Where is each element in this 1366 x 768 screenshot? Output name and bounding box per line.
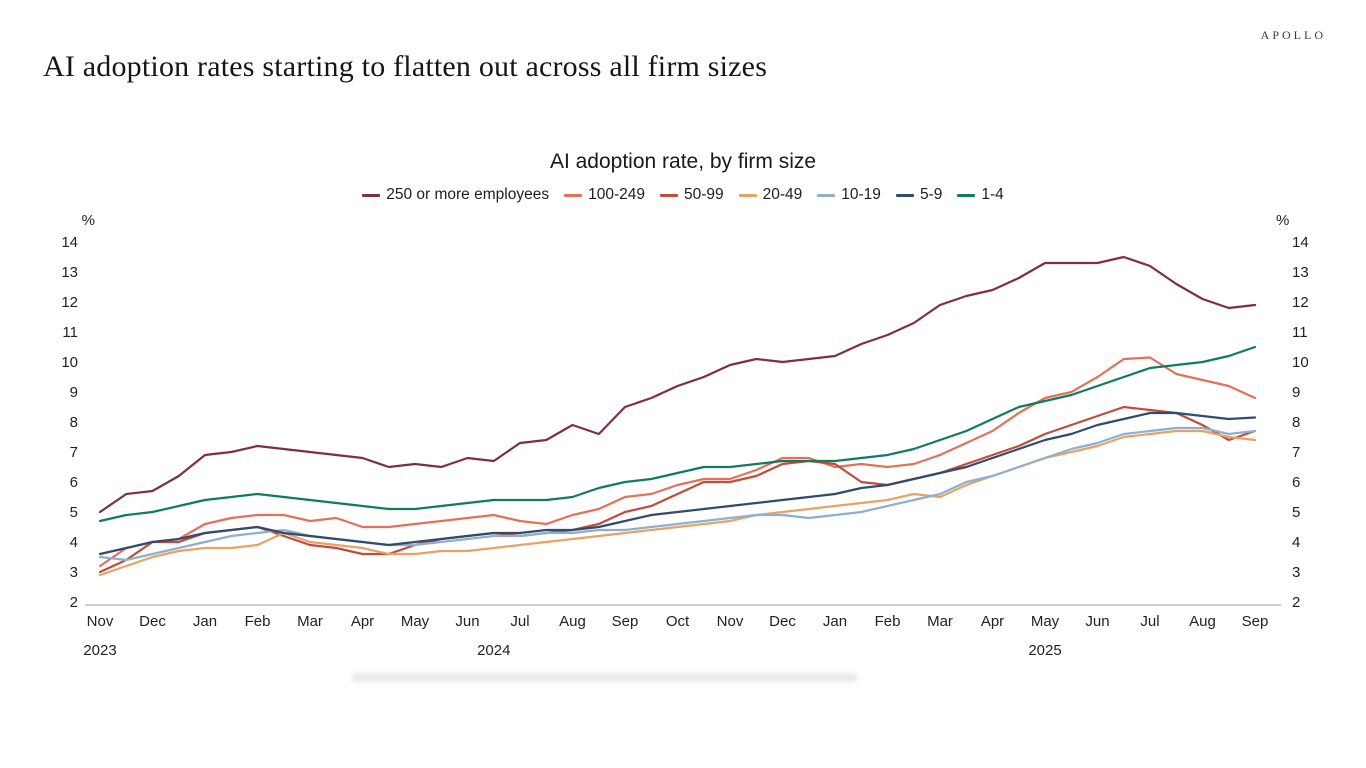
x-tick-month: Mar <box>297 613 323 630</box>
y-tick-left: 12 <box>61 294 78 311</box>
series-line-50-99 <box>98 405 1257 574</box>
legend-item: 250 or more employees <box>362 186 549 204</box>
y-tick-right: 11 <box>1292 324 1308 341</box>
y-tick-right: 2 <box>1292 594 1300 611</box>
series-line-20-49 <box>98 429 1257 577</box>
legend-swatch <box>362 193 381 197</box>
legend-swatch <box>564 193 583 197</box>
y-tick-right: 13 <box>1292 264 1309 281</box>
x-tick-month: Aug <box>559 613 586 630</box>
x-tick-month: Oct <box>666 613 690 630</box>
legend-swatch <box>659 193 678 197</box>
y-tick-right: 9 <box>1292 384 1300 401</box>
series-line-250-or-more-employees <box>98 255 1257 514</box>
legend-swatch <box>957 193 976 197</box>
legend-swatch <box>895 193 914 197</box>
chart-legend: 250 or more employees 100-249 50-99 20-49 10… <box>0 186 1366 204</box>
y-tick-left: 11 <box>62 324 78 341</box>
x-tick-month: Feb <box>245 613 271 630</box>
y-axis-unit-left: % <box>82 212 95 229</box>
legend-item: 5-9 <box>895 186 943 204</box>
y-tick-left: 7 <box>70 444 78 461</box>
x-tick-month: Nov <box>717 613 744 630</box>
legend-label: 250 or more employees <box>386 186 550 203</box>
series-line-100-249 <box>98 356 1257 568</box>
chart-title: AI adoption rate, by firm size <box>549 150 817 173</box>
y-tick-left: 5 <box>70 504 78 521</box>
y-tick-right: 6 <box>1292 474 1300 491</box>
y-tick-right: 12 <box>1292 294 1309 311</box>
legend-label: 5-9 <box>919 186 943 203</box>
series-line-5-9 <box>98 411 1257 556</box>
y-tick-left: 9 <box>70 384 78 401</box>
apollo-logo: APOLLO <box>1260 28 1326 42</box>
legend-swatch <box>817 193 836 197</box>
x-tick-year: 2023 <box>83 642 116 659</box>
x-tick-month: Aug <box>1189 613 1216 630</box>
legend-item: 20-49 <box>738 186 803 204</box>
y-tick-left: 3 <box>70 564 78 581</box>
y-tick-right: 7 <box>1292 444 1300 461</box>
x-tick-month: May <box>1031 613 1060 630</box>
x-tick-month: May <box>401 613 430 630</box>
x-tick-month: Mar <box>927 613 953 630</box>
x-tick-month: Apr <box>351 613 374 630</box>
x-tick-month: Apr <box>981 613 1004 630</box>
x-tick-month: Dec <box>139 613 166 630</box>
y-tick-left: 4 <box>70 534 78 551</box>
source-note-redacted <box>352 674 857 681</box>
x-tick-month: Feb <box>875 613 901 630</box>
page-title: AI adoption rates starting to flatten ou… <box>43 50 768 83</box>
legend-label: 1-4 <box>981 186 1004 203</box>
x-tick-month: Jul <box>1140 613 1159 630</box>
x-tick-month: Jun <box>455 613 479 630</box>
legend-label: 50-99 <box>683 186 724 203</box>
legend-item: 50-99 <box>659 186 724 204</box>
legend-item: 10-19 <box>817 186 881 204</box>
x-tick-month: Sep <box>612 613 639 630</box>
x-tick-month: Nov <box>87 613 114 630</box>
y-tick-left: 14 <box>61 234 78 251</box>
x-tick-month: Jan <box>823 613 847 630</box>
legend-label: 100-249 <box>588 186 645 203</box>
legend-item: 100-249 <box>564 186 645 204</box>
x-tick-month: Jan <box>193 613 217 630</box>
series-line-1-4 <box>98 345 1257 523</box>
x-tick-year: 2024 <box>477 642 510 659</box>
y-tick-left: 8 <box>70 414 78 431</box>
legend-label: 20-49 <box>762 186 803 203</box>
y-axis-unit-right: % <box>1276 212 1289 229</box>
legend-item: 1-4 <box>957 186 1004 204</box>
y-tick-left: 10 <box>61 354 78 371</box>
x-tick-month: Dec <box>769 613 796 630</box>
series-line-10-19 <box>98 426 1257 562</box>
x-tick-month: Sep <box>1242 613 1269 630</box>
line-chart-canvas: 2 2 3 3 4 4 5 5 6 6 7 7 8 8 9 9 10 10 11 11 12 12 13 13 14 14% % No… <box>61 212 1309 659</box>
x-tick-month: Jul <box>510 613 529 630</box>
y-tick-right: 10 <box>1292 354 1309 371</box>
y-tick-right: 14 <box>1292 234 1309 251</box>
legend-label: 10-19 <box>841 186 881 203</box>
y-tick-right: 5 <box>1292 504 1300 521</box>
y-tick-left: 6 <box>70 474 78 491</box>
y-tick-right: 8 <box>1292 414 1300 431</box>
y-tick-left: 13 <box>61 264 78 281</box>
x-tick-month: Jun <box>1085 613 1109 630</box>
y-tick-right: 4 <box>1292 534 1300 551</box>
y-tick-right: 3 <box>1292 564 1300 581</box>
legend-swatch <box>738 193 757 197</box>
x-tick-year: 2025 <box>1028 642 1061 659</box>
y-tick-left: 2 <box>70 594 78 611</box>
